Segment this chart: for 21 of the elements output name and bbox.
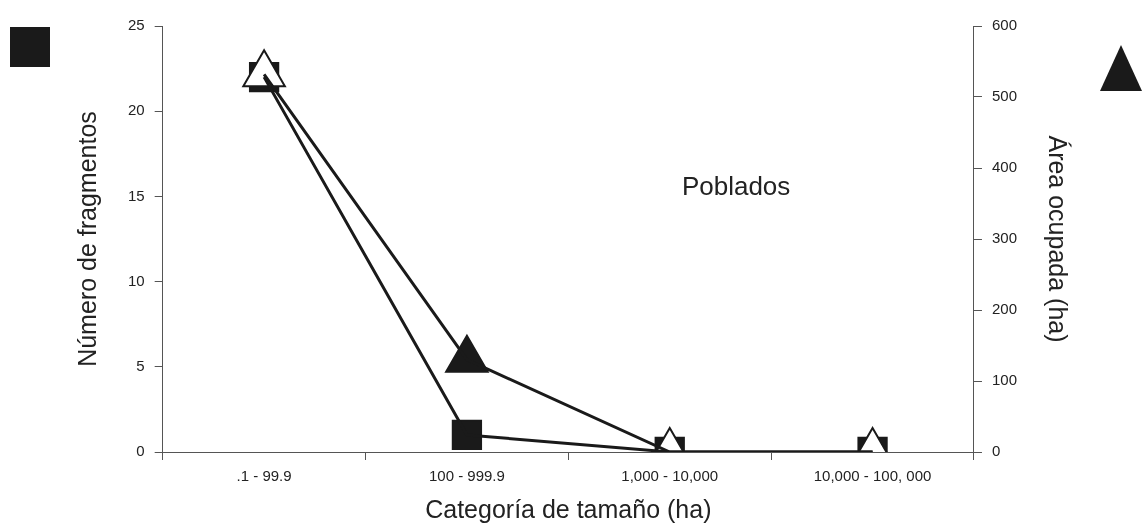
x-axis-title: Categoría de tamaño (ha) — [425, 494, 712, 523]
y2-tick-label: 300 — [991, 229, 1017, 247]
y-tick-label: 20 — [128, 101, 145, 119]
y-tick-label: 5 — [136, 356, 145, 374]
y2-tick-label: 600 — [991, 16, 1017, 34]
y-tick-label: 25 — [128, 16, 145, 34]
y2-tick-label: 0 — [991, 442, 1001, 460]
y-tick-label: 15 — [128, 186, 145, 204]
annotation: Poblados — [681, 171, 791, 202]
y2-tick-label: 200 — [991, 300, 1017, 318]
y-axis-title: Número de fragmentos — [72, 111, 101, 367]
x-tick-label: .1 - 99.9 — [236, 467, 292, 485]
x-tick-label: 100 - 999.9 — [428, 467, 505, 485]
x-tick-label: 1,000 - 10,000 — [621, 467, 719, 485]
y-tick-label: 0 — [136, 442, 145, 460]
y2-axis-title: Área ocupada (ha) — [1044, 135, 1073, 343]
x-tick-label: 10,000 - 100, 000 — [813, 467, 932, 485]
y2-tick-label: 400 — [991, 158, 1017, 176]
y2-tick-label: 100 — [991, 371, 1017, 389]
y-tick-label: 10 — [128, 271, 145, 289]
y2-tick-label: 500 — [991, 87, 1017, 105]
